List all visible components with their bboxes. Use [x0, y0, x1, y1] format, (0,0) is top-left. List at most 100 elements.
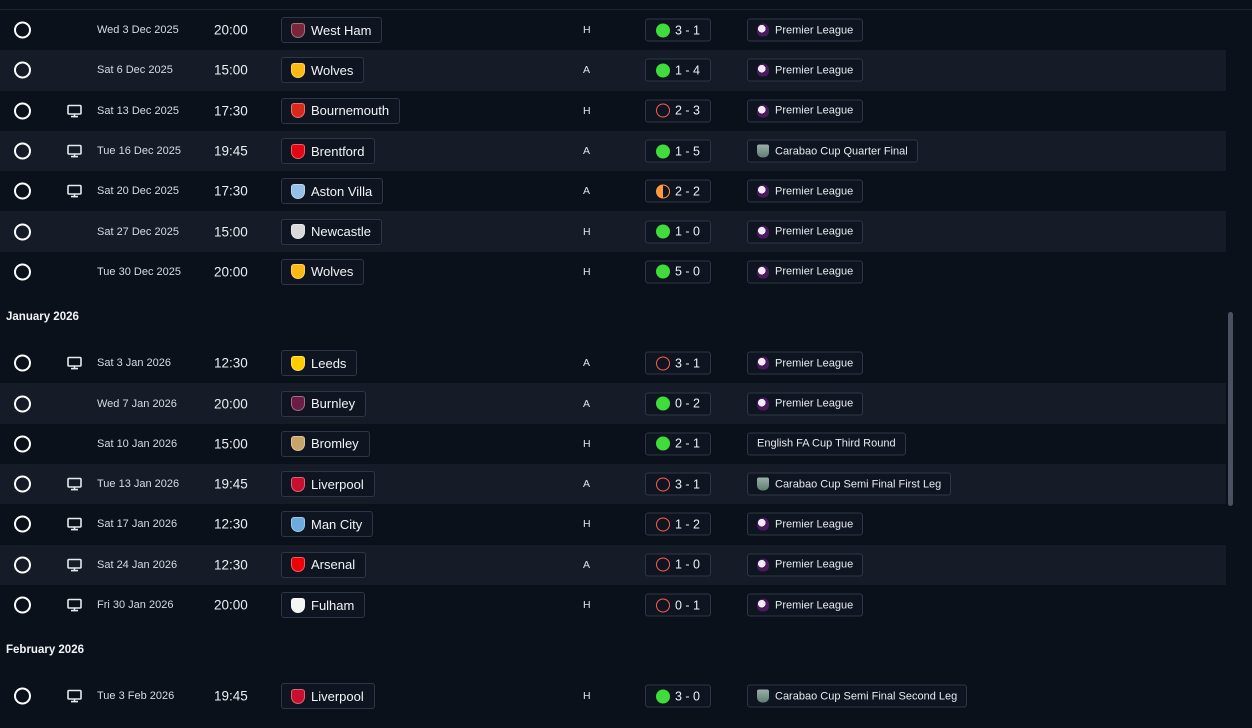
fixture-row[interactable]: Sat 24 Jan 2026 12:30 Arsenal A 1 - 0 Premier…: [0, 544, 1226, 585]
status-ring-icon[interactable]: [14, 263, 31, 281]
match-score: 3 - 0: [675, 689, 701, 704]
opponent-team-link[interactable]: Bromley: [281, 430, 370, 457]
competition-link[interactable]: Premier League: [747, 351, 864, 375]
status-ring-icon[interactable]: [14, 515, 31, 533]
status-ring-icon[interactable]: [14, 556, 31, 574]
premier-league-icon: [757, 397, 769, 411]
opponent-team-link[interactable]: Man City: [281, 511, 374, 538]
match-result-link[interactable]: 2 - 2: [645, 179, 712, 203]
match-result-link[interactable]: 3 - 1: [645, 351, 712, 375]
result-loss-icon: [656, 103, 670, 118]
opponent-team-link[interactable]: Newcastle: [281, 218, 382, 245]
match-date: Tue 30 Dec 2025: [97, 265, 181, 278]
kickoff-time: 17:30: [214, 183, 248, 199]
kickoff-time: 15:00: [214, 62, 248, 78]
match-result-link[interactable]: 3 - 0: [645, 684, 712, 708]
opponent-team-link[interactable]: Aston Villa: [281, 178, 384, 205]
venue-indicator: H: [583, 690, 591, 703]
match-result-link[interactable]: 5 - 0: [645, 260, 712, 284]
tv-icon: [67, 184, 82, 198]
status-ring-icon[interactable]: [14, 182, 31, 200]
competition-name: Premier League: [775, 24, 854, 37]
match-date: Sat 6 Dec 2025: [97, 64, 173, 77]
match-result-link[interactable]: 1 - 2: [645, 512, 712, 536]
fixture-row[interactable]: Tue 16 Dec 2025 19:45 Brentford A 1 - 5 Carab…: [0, 130, 1226, 172]
competition-link[interactable]: Carabao Cup Quarter Final: [747, 139, 918, 163]
fixture-row[interactable]: Sat 27 Dec 2025 15:00 Newcastle H 1 - 0 Premi…: [0, 211, 1226, 252]
competition-link[interactable]: Carabao Cup Semi Final Second Leg: [747, 684, 968, 708]
competition-link[interactable]: Carabao Cup Semi Final First Leg: [747, 472, 952, 496]
status-ring-icon[interactable]: [14, 102, 31, 120]
fixture-row[interactable]: Sat 3 Jan 2026 12:30 Leeds A 3 - 1 Premier Le…: [0, 343, 1226, 383]
opponent-team-link[interactable]: Burnley: [281, 390, 367, 417]
fixture-row[interactable]: Fri 30 Jan 2026 20:00 Fulham H 0 - 1 Premier …: [0, 585, 1226, 625]
competition-link[interactable]: English FA Cup Third Round: [747, 432, 906, 456]
team-name: Wolves: [311, 62, 354, 78]
match-result-link[interactable]: 1 - 0: [645, 553, 712, 577]
competition-link[interactable]: Premier League: [747, 99, 864, 123]
kickoff-time: 12:30: [214, 557, 248, 573]
team-crest-icon: [291, 688, 305, 704]
match-result-link[interactable]: 0 - 2: [645, 392, 712, 416]
venue-indicator: A: [583, 558, 591, 571]
opponent-team-link[interactable]: Wolves: [281, 57, 365, 84]
competition-name: Premier League: [775, 397, 854, 410]
match-result-link[interactable]: 3 - 1: [645, 18, 712, 42]
competition-link[interactable]: Premier League: [747, 593, 864, 617]
match-result-link[interactable]: 2 - 3: [645, 99, 712, 123]
match-result-link[interactable]: 1 - 0: [645, 220, 712, 244]
competition-link[interactable]: Premier League: [747, 260, 864, 284]
opponent-team-link[interactable]: West Ham: [281, 17, 383, 44]
competition-link[interactable]: Premier League: [747, 220, 864, 244]
competition-link[interactable]: Premier League: [747, 18, 864, 42]
premier-league-icon: [757, 356, 769, 370]
fixture-row[interactable]: Tue 30 Dec 2025 20:00 Wolves H 5 - 0 Premier …: [0, 252, 1226, 292]
fixture-row[interactable]: Tue 3 Feb 2026 19:45 Liverpool H 3 - 0 Caraba…: [0, 676, 1226, 716]
competition-link[interactable]: Premier League: [747, 553, 864, 577]
match-result-link[interactable]: 0 - 1: [645, 593, 712, 617]
opponent-team-link[interactable]: Arsenal: [281, 551, 367, 578]
status-ring-icon[interactable]: [14, 223, 31, 241]
status-ring-icon[interactable]: [14, 596, 31, 614]
opponent-team-link[interactable]: Bournemouth: [281, 97, 401, 124]
competition-link[interactable]: Premier League: [747, 392, 864, 416]
opponent-team-link[interactable]: Wolves: [281, 258, 365, 285]
status-ring-icon[interactable]: [14, 475, 31, 493]
competition-link[interactable]: Premier League: [747, 58, 864, 82]
fixture-row[interactable]: Sat 17 Jan 2026 12:30 Man City H 1 - 2 Premie…: [0, 504, 1226, 544]
match-date: Wed 3 Dec 2025: [97, 24, 179, 37]
competition-link[interactable]: Premier League: [747, 512, 864, 536]
match-result-link[interactable]: 1 - 5: [645, 139, 712, 163]
status-ring-icon[interactable]: [14, 435, 31, 453]
status-ring-icon[interactable]: [14, 395, 31, 413]
fixture-row[interactable]: Sat 13 Dec 2025 17:30 Bournemouth H 2 - 3 Pre…: [0, 91, 1226, 131]
status-ring-icon[interactable]: [14, 61, 31, 79]
opponent-team-link[interactable]: Leeds: [281, 350, 358, 377]
fixture-row[interactable]: Sat 10 Jan 2026 15:00 Bromley H 2 - 1 English…: [0, 424, 1226, 464]
premier-league-icon: [757, 517, 769, 531]
status-ring-icon[interactable]: [14, 687, 31, 705]
status-ring-icon[interactable]: [14, 354, 31, 372]
competition-link[interactable]: Premier League: [747, 179, 864, 203]
status-ring-icon[interactable]: [14, 142, 31, 160]
scrollbar-thumb[interactable]: [1228, 312, 1233, 506]
opponent-team-link[interactable]: Brentford: [281, 138, 376, 165]
fixture-row[interactable]: Tue 13 Jan 2026 19:45 Liverpool A 3 - 1 Carab…: [0, 463, 1226, 505]
match-score: 1 - 5: [675, 144, 701, 159]
fixture-row[interactable]: Sat 6 Dec 2025 15:00 Wolves A 1 - 4 Premier L…: [0, 50, 1226, 91]
fixture-row[interactable]: Sat 20 Dec 2025 17:30 Aston Villa A 2 - 2 Pre…: [0, 171, 1226, 211]
fixture-row[interactable]: Wed 3 Dec 2025 20:00 West Ham H 3 - 1 Premier…: [0, 10, 1226, 50]
opponent-team-link[interactable]: Liverpool: [281, 683, 375, 710]
opponent-team-link[interactable]: Fulham: [281, 592, 366, 618]
team-crest-icon: [291, 224, 305, 240]
match-result-link[interactable]: 2 - 1: [645, 432, 712, 456]
result-loss-icon: [656, 356, 670, 371]
match-result-link[interactable]: 1 - 4: [645, 58, 712, 82]
match-result-link[interactable]: 3 - 1: [645, 472, 712, 496]
opponent-team-link[interactable]: Liverpool: [281, 471, 375, 498]
result-win-icon: [656, 63, 670, 78]
fixture-row[interactable]: Wed 7 Jan 2026 20:00 Burnley A 0 - 2 Premier …: [0, 383, 1226, 424]
status-ring-icon[interactable]: [14, 21, 31, 39]
result-win-icon: [656, 436, 670, 451]
match-score: 2 - 3: [675, 103, 701, 118]
